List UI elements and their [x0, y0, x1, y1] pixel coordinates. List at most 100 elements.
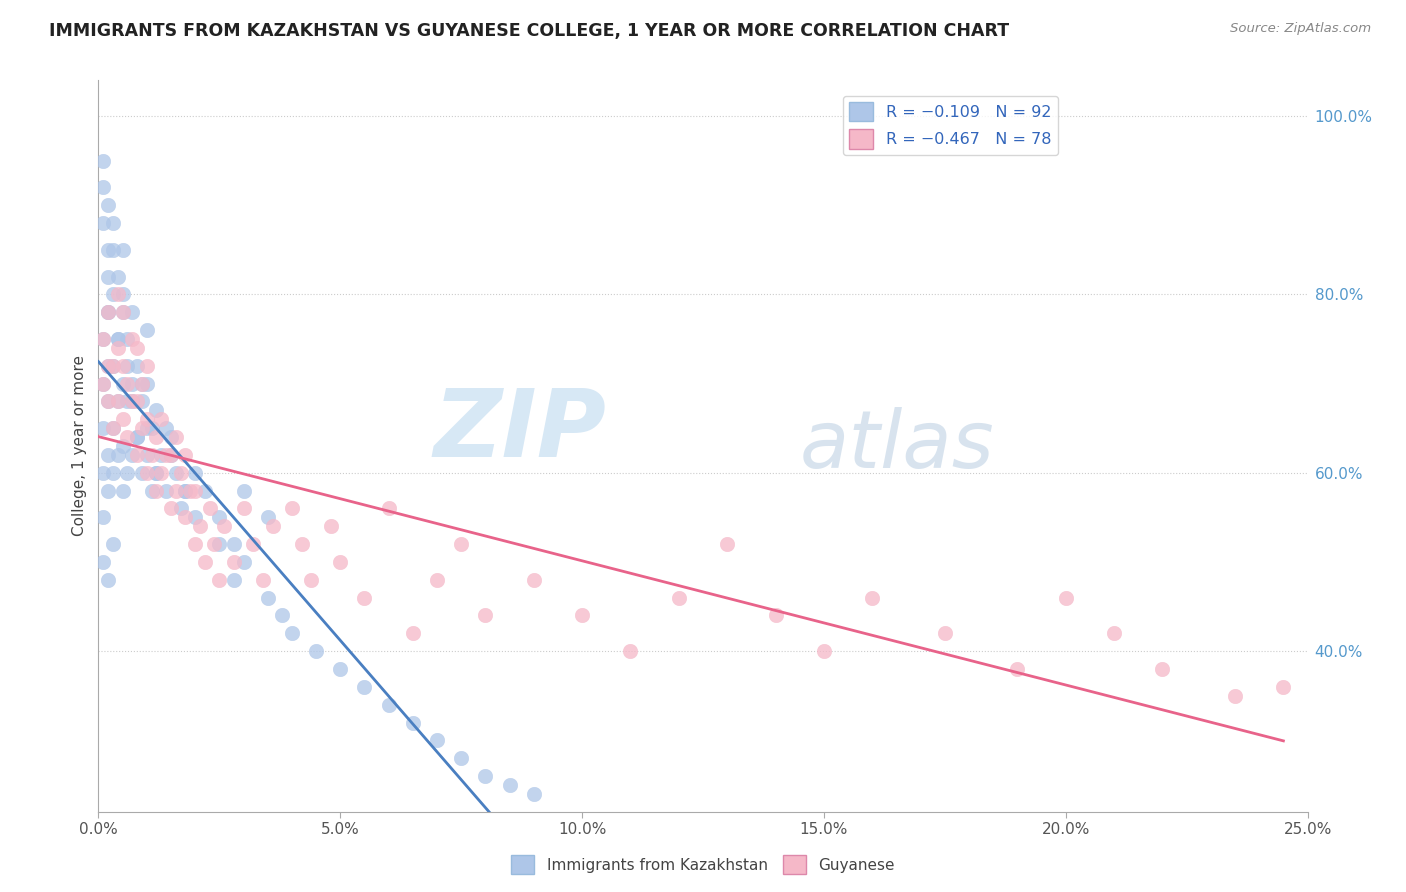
Point: [111, 439, 134, 453]
Point: [474, 608, 496, 623]
Point: [97, 198, 120, 212]
Point: [377, 698, 399, 712]
Point: [145, 430, 167, 444]
Point: [107, 448, 129, 462]
Point: [184, 466, 207, 480]
Point: [232, 555, 254, 569]
Legend: R = −0.109   N = 92, R = −0.467   N = 78: R = −0.109 N = 92, R = −0.467 N = 78: [842, 95, 1057, 155]
Point: [91, 332, 114, 346]
Point: [150, 448, 173, 462]
Point: [117, 394, 139, 409]
Point: [571, 608, 593, 623]
Point: [271, 608, 294, 623]
Point: [353, 680, 375, 694]
Point: [101, 243, 124, 257]
Point: [208, 537, 231, 551]
Point: [101, 359, 124, 373]
Point: [1272, 680, 1295, 694]
Point: [131, 421, 153, 435]
Point: [194, 483, 217, 498]
Point: [135, 412, 157, 426]
Point: [135, 421, 157, 435]
Point: [121, 448, 143, 462]
Point: [107, 332, 129, 346]
Point: [117, 359, 139, 373]
Point: [450, 751, 472, 765]
Point: [121, 376, 143, 391]
Point: [329, 662, 352, 676]
Point: [299, 573, 322, 587]
Point: [934, 626, 956, 640]
Point: [716, 537, 738, 551]
Point: [111, 412, 134, 426]
Point: [91, 376, 114, 391]
Point: [204, 537, 226, 551]
Point: [117, 466, 139, 480]
Point: [101, 537, 124, 551]
Point: [121, 394, 143, 409]
Point: [131, 376, 153, 391]
Point: [160, 448, 183, 462]
Point: [498, 778, 520, 792]
Point: [145, 466, 167, 480]
Point: [523, 787, 546, 801]
Point: [450, 537, 472, 551]
Point: [232, 501, 254, 516]
Point: [765, 608, 787, 623]
Point: [860, 591, 883, 605]
Point: [127, 430, 149, 444]
Point: [101, 466, 124, 480]
Point: [145, 466, 167, 480]
Point: [101, 287, 124, 301]
Point: [426, 573, 449, 587]
Point: [1223, 689, 1246, 703]
Text: Source: ZipAtlas.com: Source: ZipAtlas.com: [1230, 22, 1371, 36]
Point: [141, 448, 163, 462]
Point: [117, 332, 139, 346]
Legend: Immigrants from Kazakhstan, Guyanese: Immigrants from Kazakhstan, Guyanese: [505, 849, 901, 880]
Point: [111, 287, 134, 301]
Point: [107, 332, 129, 346]
Point: [169, 501, 191, 516]
Point: [150, 412, 173, 426]
Point: [97, 305, 120, 319]
Point: [150, 466, 173, 480]
Point: [91, 466, 114, 480]
Point: [111, 305, 134, 319]
Point: [101, 359, 124, 373]
Point: [174, 483, 197, 498]
Point: [117, 376, 139, 391]
Point: [121, 394, 143, 409]
Point: [107, 394, 129, 409]
Point: [179, 483, 201, 498]
Text: ZIP: ZIP: [433, 385, 606, 477]
Point: [208, 573, 231, 587]
Point: [281, 626, 304, 640]
Point: [117, 430, 139, 444]
Point: [97, 305, 120, 319]
Point: [169, 466, 191, 480]
Point: [101, 421, 124, 435]
Point: [135, 359, 157, 373]
Point: [262, 519, 284, 533]
Point: [222, 573, 245, 587]
Point: [121, 305, 143, 319]
Point: [813, 644, 835, 658]
Point: [107, 394, 129, 409]
Point: [141, 421, 163, 435]
Point: [91, 153, 114, 168]
Point: [131, 376, 153, 391]
Point: [135, 323, 157, 337]
Point: [188, 519, 211, 533]
Point: [97, 573, 120, 587]
Point: [127, 394, 149, 409]
Point: [141, 483, 163, 498]
Point: [329, 555, 352, 569]
Point: [353, 591, 375, 605]
Point: [127, 430, 149, 444]
Point: [121, 332, 143, 346]
Y-axis label: College, 1 year or more: College, 1 year or more: [72, 356, 87, 536]
Point: [91, 555, 114, 569]
Point: [174, 448, 197, 462]
Point: [111, 243, 134, 257]
